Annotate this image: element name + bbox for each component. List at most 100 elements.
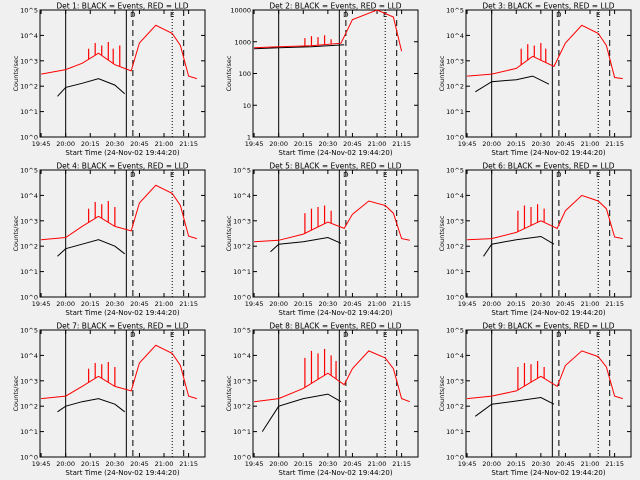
plot-frame	[465, 169, 632, 298]
y-tick-label: 10^5	[233, 167, 251, 175]
marker-flag: E	[596, 331, 600, 339]
detector-panel: Det 2: BLACK = Events, RED = LLD 1 10 100 10…	[225, 2, 419, 157]
x-tick-label: 21:15	[605, 140, 624, 148]
panel-title: Det 2: BLACK = Events, RED = LLD	[269, 2, 401, 11]
marker-flag: D	[130, 171, 135, 179]
y-tick-label: 10^2	[446, 403, 464, 411]
x-axis-label: Start Time (24-Nov-02 19:44:20)	[65, 149, 179, 157]
detector-panel: Det 8: BLACK = Events, RED = LLD 10^0 10^1…	[225, 322, 419, 477]
y-tick-label: 10^3	[446, 57, 464, 65]
plot-frame	[465, 329, 632, 458]
y-tick-label: 10^4	[446, 352, 464, 360]
marker-flag: E	[596, 171, 600, 179]
y-tick-label: 10^1	[20, 108, 38, 116]
panel-title: Det 8: BLACK = Events, RED = LLD	[269, 322, 401, 331]
x-tick-label: 21:15	[179, 460, 198, 468]
detector-panel: Det 3: BLACK = Events, RED = LLD 10^0 10^1…	[438, 2, 632, 157]
y-axis-label: Counts/sec	[438, 215, 446, 251]
detector-panel: Det 5: BLACK = Events, RED = LLD 10^0 10^1…	[225, 162, 419, 317]
y-tick-label: 10^3	[20, 377, 38, 385]
x-axis-label: Start Time (24-Nov-02 19:44:20)	[65, 469, 179, 477]
marker-flag: E	[170, 171, 174, 179]
x-tick-label: 19:45	[245, 140, 264, 148]
y-tick-label: 10^4	[446, 32, 464, 40]
x-tick-label: 20:00	[56, 140, 75, 148]
x-axis-label: Start Time (24-Nov-02 19:44:20)	[491, 309, 605, 317]
y-tick-label: 10^4	[233, 352, 251, 360]
y-tick-label: 10^4	[20, 352, 38, 360]
x-tick-label: 20:45	[556, 300, 575, 308]
marker-flag: D	[556, 331, 561, 339]
x-tick-label: 20:45	[556, 460, 575, 468]
lld-series-line	[254, 350, 410, 403]
plot-frame	[252, 9, 419, 138]
x-tick-label: 20:30	[105, 460, 124, 468]
y-axis-label: Counts/sec	[12, 215, 20, 251]
lld-series-line	[41, 344, 197, 400]
x-tick-label: 19:45	[458, 300, 477, 308]
y-axis-label: Counts/sec	[12, 55, 20, 91]
x-tick-label: 20:30	[531, 460, 550, 468]
y-tick-label: 10^1	[446, 268, 464, 276]
x-tick-label: 20:00	[56, 300, 75, 308]
marker-flag: D	[343, 331, 348, 339]
y-tick-label: 10^2	[20, 243, 38, 251]
x-tick-label: 20:30	[531, 300, 550, 308]
y-tick-label: 10000	[230, 7, 251, 15]
y-tick-label: 10^3	[20, 217, 38, 225]
lld-series-line	[41, 24, 197, 80]
panel-title: Det 1: BLACK = Events, RED = LLD	[56, 2, 188, 11]
x-tick-label: 19:45	[32, 460, 51, 468]
x-tick-label: 20:45	[556, 140, 575, 148]
y-tick-label: 10^2	[20, 83, 38, 91]
y-axis-label: Counts/sec	[438, 55, 446, 91]
x-axis-label: Start Time (24-Nov-02 19:44:20)	[65, 309, 179, 317]
x-tick-label: 21:00	[581, 460, 600, 468]
x-tick-label: 20:45	[130, 460, 149, 468]
x-tick-label: 19:45	[458, 460, 477, 468]
x-tick-label: 21:00	[155, 300, 174, 308]
marker-flag: E	[170, 11, 174, 19]
x-tick-label: 21:15	[392, 460, 411, 468]
x-tick-label: 19:45	[458, 140, 477, 148]
y-tick-label: 10^0	[446, 134, 464, 142]
lld-series-line	[41, 184, 197, 241]
x-tick-label: 21:15	[392, 140, 411, 148]
y-tick-label: 10^1	[446, 108, 464, 116]
marker-flag: D	[556, 171, 561, 179]
lld-series-line	[467, 24, 623, 80]
x-tick-label: 20:45	[130, 140, 149, 148]
events-series-line	[261, 393, 342, 432]
y-tick-label: 10^2	[446, 83, 464, 91]
x-tick-label: 20:15	[81, 140, 100, 148]
x-tick-label: 21:15	[605, 460, 624, 468]
y-tick-label: 10^3	[20, 57, 38, 65]
x-tick-label: 20:00	[269, 300, 288, 308]
y-tick-label: 10^5	[20, 167, 38, 175]
x-tick-label: 20:45	[343, 460, 362, 468]
plot-frame	[465, 9, 632, 138]
x-tick-label: 20:30	[318, 300, 337, 308]
y-tick-label: 10^1	[233, 268, 251, 276]
y-axis-label: Counts/sec	[225, 215, 233, 251]
detector-panel: Det 1: BLACK = Events, RED = LLD 10^0 10^1…	[12, 2, 206, 157]
x-tick-label: 20:30	[105, 300, 124, 308]
x-tick-label: 21:15	[179, 300, 198, 308]
y-tick-label: 10^4	[20, 32, 38, 40]
y-tick-label: 10^5	[446, 7, 464, 15]
x-tick-label: 20:15	[294, 300, 313, 308]
detector-panel: Det 4: BLACK = Events, RED = LLD 10^0 10^1…	[12, 162, 206, 317]
events-series-line	[475, 396, 555, 417]
detector-panel: Det 6: BLACK = Events, RED = LLD 10^0 10^1…	[438, 162, 632, 317]
x-tick-label: 20:15	[294, 140, 313, 148]
plot-frame	[39, 329, 206, 458]
x-tick-label: 21:00	[368, 300, 387, 308]
y-tick-label: 10^3	[446, 377, 464, 385]
y-tick-label: 10^3	[446, 217, 464, 225]
x-tick-label: 21:15	[605, 300, 624, 308]
events-series-line	[57, 78, 126, 97]
x-tick-label: 20:00	[482, 300, 501, 308]
y-tick-label: 10^4	[233, 192, 251, 200]
y-tick-label: 10^0	[20, 454, 38, 462]
y-tick-label: 10^5	[446, 327, 464, 335]
